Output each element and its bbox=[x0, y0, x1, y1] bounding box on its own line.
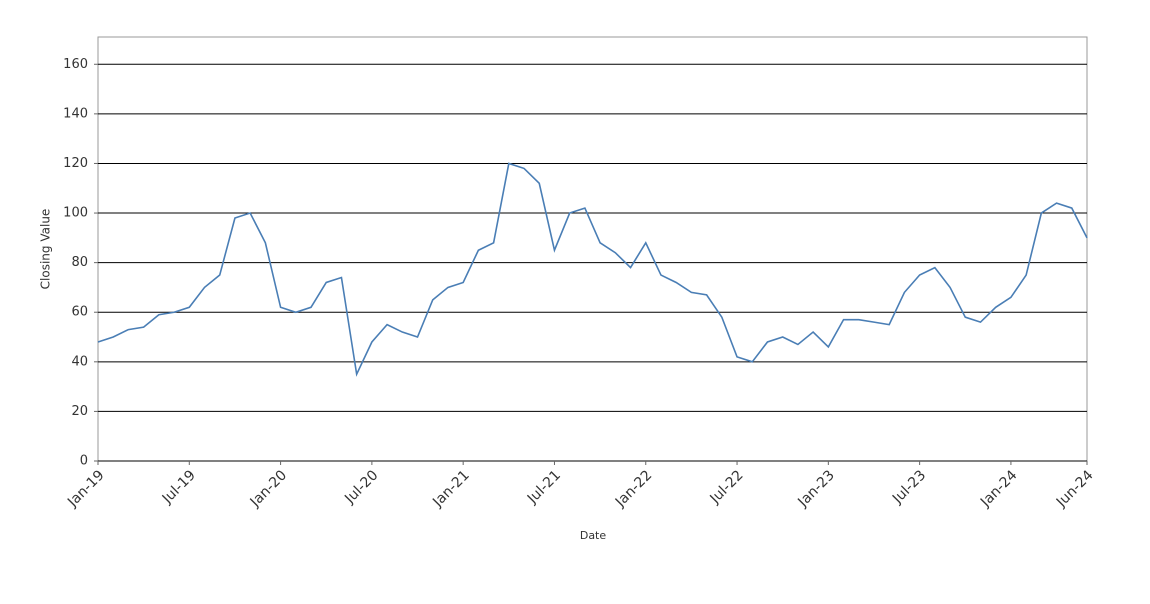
y-tick-label: 20 bbox=[71, 404, 88, 419]
x-tick-label: Jan-22 bbox=[612, 467, 655, 510]
x-tick-label: Jun-24 bbox=[1053, 467, 1097, 511]
y-tick-label: 120 bbox=[63, 156, 88, 171]
x-tick-label: Jan-19 bbox=[64, 467, 107, 510]
y-tick-label: 0 bbox=[80, 454, 88, 469]
x-tick-label: Jan-21 bbox=[429, 467, 472, 510]
line bbox=[97, 162, 1088, 377]
y-tick-label: 60 bbox=[71, 305, 88, 320]
y-tick-label: 40 bbox=[71, 354, 88, 369]
x-tick-label: Jan-23 bbox=[794, 467, 837, 510]
y-tick-label: 100 bbox=[63, 206, 88, 221]
x-axis-label: Date bbox=[580, 529, 607, 542]
x-tick-label: Jan-20 bbox=[247, 467, 290, 510]
x-tick-label: Jul-23 bbox=[889, 467, 929, 507]
y-tick-label: 160 bbox=[63, 57, 88, 72]
y-tick-label: 140 bbox=[63, 106, 88, 121]
y-tick-label: 80 bbox=[71, 255, 88, 270]
y-axis-label: Closing Value bbox=[39, 209, 53, 290]
plot-area bbox=[97, 36, 1088, 462]
x-tick-label: Jul-19 bbox=[159, 467, 199, 507]
x-tick-label: Jul-20 bbox=[341, 467, 381, 507]
x-tick-label: Jul-21 bbox=[524, 467, 564, 507]
x-tick-label: Jul-22 bbox=[707, 467, 747, 507]
x-tick-label: Jan-24 bbox=[977, 467, 1021, 511]
